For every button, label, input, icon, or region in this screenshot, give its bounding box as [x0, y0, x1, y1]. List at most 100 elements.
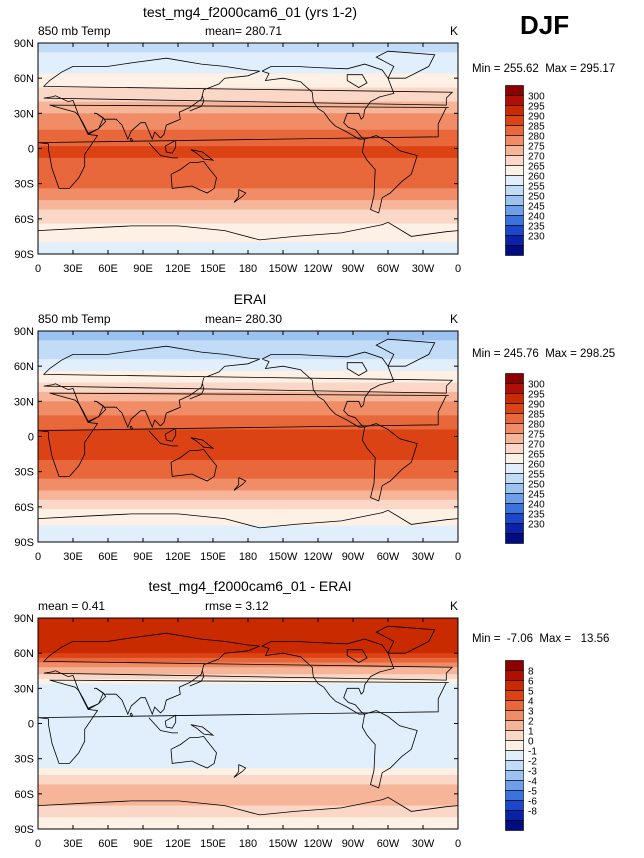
lon-tick-label: 90W	[342, 838, 365, 850]
lat-tick-label: 0	[28, 719, 34, 731]
coastline	[37, 796, 459, 816]
latitude-band	[38, 75, 458, 79]
latitude-band	[38, 373, 458, 377]
colorbar-box	[505, 185, 524, 196]
lon-tick-label: 30W	[412, 263, 435, 275]
latitude-band	[38, 186, 458, 189]
colorbar-label: 285	[528, 122, 545, 133]
latitude-band	[38, 197, 458, 201]
colorbar-box	[505, 513, 524, 524]
lat-tick-label: 90N	[14, 613, 34, 625]
coastlines	[37, 625, 459, 816]
colorbar-box	[505, 195, 524, 206]
latitude-band	[38, 625, 458, 628]
latitude-band	[38, 770, 458, 774]
latitude-band	[38, 361, 458, 365]
latitude-band	[38, 134, 458, 138]
coastline	[78, 400, 107, 422]
lon-tick-label: 120E	[165, 263, 191, 275]
colorbar-box	[505, 680, 524, 691]
latitude-band	[38, 352, 458, 356]
latitude-band	[38, 704, 458, 708]
colorbar-box	[505, 483, 524, 494]
colorbar-box	[505, 423, 524, 434]
coastline	[189, 383, 205, 400]
latitude-band	[38, 244, 458, 248]
latitude-band	[38, 214, 458, 218]
panel-reference: ERAI 850 mb Temp mean= 280.30 K 0 30E 60E 9…	[0, 288, 644, 573]
lon-tick-label: 30W	[412, 551, 435, 563]
latitude-band	[38, 113, 458, 117]
colorbar-label: -4	[528, 777, 537, 788]
colorbar-label: 230	[528, 232, 545, 243]
colorbar-label: -2	[528, 757, 537, 768]
coastline	[361, 135, 418, 214]
latitude-band	[38, 700, 458, 703]
coastline	[346, 362, 368, 376]
latitude-band	[38, 382, 458, 386]
lon-tick-label: 0	[35, 263, 41, 275]
latitude-band	[38, 709, 458, 713]
latitude-band	[38, 216, 458, 220]
latitude-band	[38, 342, 458, 346]
coastline	[37, 221, 459, 241]
center-label: mean= 280.71	[205, 24, 283, 38]
coastlines	[37, 50, 459, 241]
colorbar-box	[505, 730, 524, 741]
latitude-band	[38, 183, 458, 187]
latitude-band	[38, 758, 458, 762]
latitude-band	[38, 695, 458, 699]
latitude-band	[38, 471, 458, 475]
latitude-band	[38, 793, 458, 797]
coastline	[190, 437, 215, 449]
latitude-band	[38, 380, 458, 384]
latitude-band	[38, 223, 458, 227]
lon-tick-label: 150W	[269, 551, 298, 563]
colorbar-boxes	[505, 85, 524, 256]
latitude-band	[38, 516, 458, 520]
latitude-band	[38, 174, 458, 178]
colorbar-label: 275	[528, 430, 545, 441]
lon-tick-label: 90E	[133, 838, 153, 850]
colorbar-box	[505, 85, 524, 96]
latitude-band	[38, 429, 458, 433]
latitude-band	[38, 424, 458, 428]
latitude-band	[38, 723, 458, 727]
latitude-band	[38, 660, 458, 664]
latitude-band	[38, 483, 458, 487]
panel-title: test_mg4_f2000cam6_01 (yrs 1-2)	[143, 4, 357, 20]
latitude-band	[38, 751, 458, 755]
latitude-band	[38, 101, 458, 105]
latitude-band	[38, 657, 458, 661]
coastline	[129, 425, 133, 431]
colorbar-label: 8	[528, 667, 534, 678]
colorbar-box	[505, 710, 524, 721]
latitude-band	[38, 648, 458, 652]
colorbar-box	[505, 750, 524, 761]
lon-tick-label: 0	[35, 551, 41, 563]
latitude-band	[38, 622, 458, 626]
coastline	[261, 63, 395, 140]
latitude-band	[38, 756, 458, 760]
latitude-band	[38, 167, 458, 171]
colorbar-label: -1	[528, 747, 537, 758]
latitude-band	[38, 527, 458, 531]
latitude-band	[38, 406, 458, 409]
coastline	[375, 338, 436, 367]
latitude-band	[38, 676, 458, 680]
latitude-band	[38, 474, 458, 477]
latitude-band	[38, 459, 458, 463]
latitude-band	[38, 340, 458, 344]
latitude-band	[38, 702, 458, 706]
coastline	[189, 670, 205, 687]
latitude-band	[38, 688, 458, 692]
latitude-band	[38, 490, 458, 494]
lon-tick-label: 120E	[165, 551, 191, 563]
lon-tick-label: 60W	[377, 551, 400, 563]
map-fill	[38, 43, 458, 255]
latitude-band	[38, 636, 458, 640]
colorbar-label: 290	[528, 112, 545, 123]
latitude-band	[38, 345, 458, 349]
latitude-band	[38, 681, 458, 685]
latitude-band	[38, 646, 458, 650]
